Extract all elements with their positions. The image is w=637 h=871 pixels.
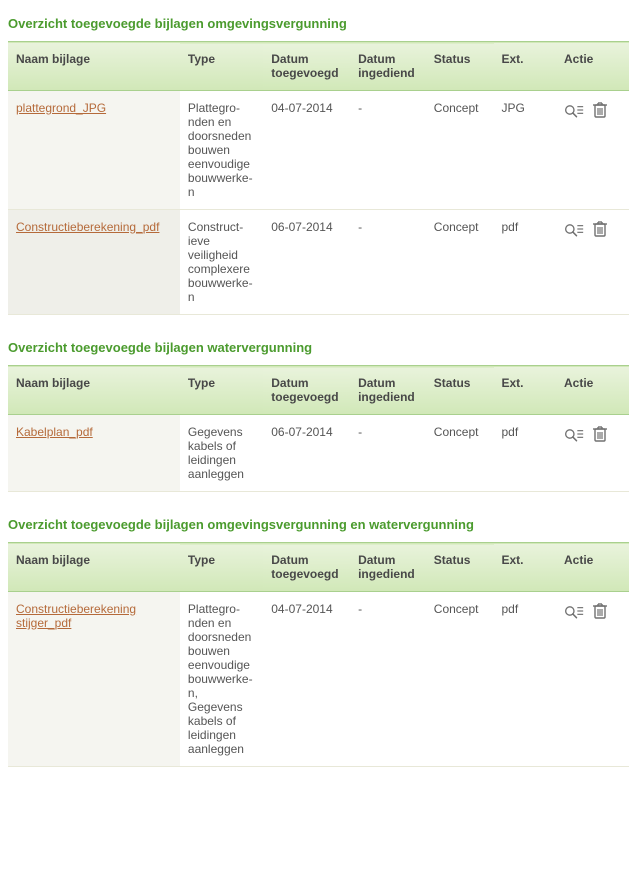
column-header-status: Status — [426, 543, 494, 592]
cell-actie — [556, 210, 629, 315]
cell-type: Plattegro­nden en doorsneden bouwen eenv… — [180, 592, 263, 767]
delete-icon[interactable] — [592, 602, 608, 620]
column-header-naam: Naam bijlage — [8, 42, 180, 91]
cell-datum_toegevoegd: 04-07-2014 — [263, 91, 350, 210]
delete-icon[interactable] — [592, 220, 608, 238]
column-header-datum_toegevoegd: Datum toegevoegd — [263, 366, 350, 415]
cell-datum_toegevoegd: 06-07-2014 — [263, 210, 350, 315]
attachment-link[interactable]: Kabelplan_pdf — [16, 425, 93, 439]
cell-datum_ingediend: - — [350, 415, 426, 492]
attachment-link[interactable]: Constructieberekeni­ng_pdf — [16, 220, 159, 234]
table-row: plattegrond_JPG Plattegro­nden en doorsne… — [8, 91, 629, 210]
cell-status: Concept — [426, 210, 494, 315]
cell-ext: pdf — [494, 210, 557, 315]
column-header-actie: Actie — [556, 366, 629, 415]
cell-ext: pdf — [494, 415, 557, 492]
column-header-actie: Actie — [556, 543, 629, 592]
column-header-type: Type — [180, 42, 263, 91]
cell-status: Concept — [426, 91, 494, 210]
cell-ext: pdf — [494, 592, 557, 767]
column-header-actie: Actie — [556, 42, 629, 91]
cell-actie — [556, 91, 629, 210]
attachments-table: Naam bijlageTypeDatum toegevoegdDatum in… — [8, 41, 629, 315]
column-header-ext: Ext. — [494, 42, 557, 91]
table-row: Constructieberekening stijger_pdf Platteg… — [8, 592, 629, 767]
cell-datum_ingediend: - — [350, 592, 426, 767]
column-header-naam: Naam bijlage — [8, 543, 180, 592]
view-details-icon[interactable] — [564, 603, 584, 619]
cell-actie — [556, 415, 629, 492]
cell-datum_toegevoegd: 04-07-2014 — [263, 592, 350, 767]
column-header-status: Status — [426, 366, 494, 415]
column-header-datum_toegevoegd: Datum toegevoegd — [263, 42, 350, 91]
attachments-table: Naam bijlageTypeDatum toegevoegdDatum in… — [8, 542, 629, 767]
cell-status: Concept — [426, 415, 494, 492]
cell-datum_ingediend: - — [350, 210, 426, 315]
view-details-icon[interactable] — [564, 102, 584, 118]
view-details-icon[interactable] — [564, 426, 584, 442]
cell-actie — [556, 592, 629, 767]
cell-ext: JPG — [494, 91, 557, 210]
column-header-status: Status — [426, 42, 494, 91]
column-header-datum_ingediend: Datum ingediend — [350, 543, 426, 592]
cell-type: Plattegro­nden en doorsneden bouwen eenv… — [180, 91, 263, 210]
cell-datum_toegevoegd: 06-07-2014 — [263, 415, 350, 492]
column-header-type: Type — [180, 366, 263, 415]
cell-type: Construct­ieve veiligheid complexere bou… — [180, 210, 263, 315]
column-header-ext: Ext. — [494, 543, 557, 592]
section-title: Overzicht toegevoegde bijlagen waterverg… — [8, 340, 629, 355]
table-row: Constructieberekeni­ng_pdf Construct­ieve… — [8, 210, 629, 315]
column-header-type: Type — [180, 543, 263, 592]
attachment-link[interactable]: plattegrond_JPG — [16, 101, 106, 115]
delete-icon[interactable] — [592, 101, 608, 119]
view-details-icon[interactable] — [564, 221, 584, 237]
cell-datum_ingediend: - — [350, 91, 426, 210]
column-header-datum_ingediend: Datum ingediend — [350, 366, 426, 415]
column-header-ext: Ext. — [494, 366, 557, 415]
delete-icon[interactable] — [592, 425, 608, 443]
section-title: Overzicht toegevoegde bijlagen omgevings… — [8, 16, 629, 31]
column-header-naam: Naam bijlage — [8, 366, 180, 415]
column-header-datum_toegevoegd: Datum toegevoegd — [263, 543, 350, 592]
attachments-table: Naam bijlageTypeDatum toegevoegdDatum in… — [8, 365, 629, 492]
column-header-datum_ingediend: Datum ingediend — [350, 42, 426, 91]
cell-type: Gegevens kabels of leidingen aanleggen — [180, 415, 263, 492]
table-row: Kabelplan_pdf Gegevens kabels of leidinge… — [8, 415, 629, 492]
cell-status: Concept — [426, 592, 494, 767]
section-title: Overzicht toegevoegde bijlagen omgevings… — [8, 517, 629, 532]
attachment-link[interactable]: Constructieberekening stijger_pdf — [16, 602, 136, 630]
